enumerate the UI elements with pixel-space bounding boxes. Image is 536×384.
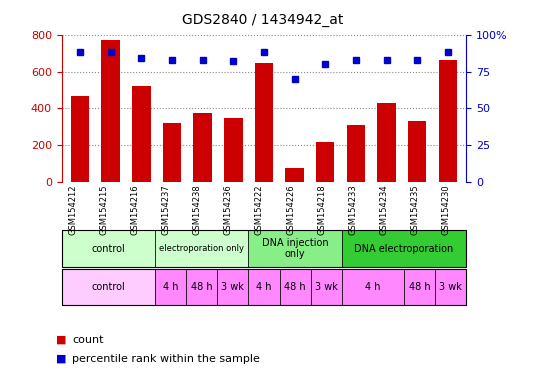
Bar (101, 40, 120, 182)
Text: 48 h: 48 h (409, 282, 430, 292)
Text: time: time (3, 282, 28, 292)
Text: GSM154230: GSM154230 (442, 184, 451, 235)
Text: control: control (92, 282, 125, 292)
Text: DNA injection
only: DNA injection only (262, 238, 329, 260)
Text: 3 wk: 3 wk (440, 282, 462, 292)
Text: GSM154237: GSM154237 (161, 184, 170, 235)
Text: control: control (92, 243, 125, 254)
Text: percentile rank within the sample: percentile rank within the sample (72, 354, 260, 364)
Text: GSM154234: GSM154234 (379, 184, 389, 235)
Text: 4 h: 4 h (163, 282, 178, 292)
Bar (377, 103, 396, 182)
Text: count: count (72, 335, 104, 345)
Text: GSM154236: GSM154236 (224, 184, 233, 235)
Text: DNA electroporation: DNA electroporation (354, 243, 453, 254)
Bar (347, 125, 365, 182)
Text: ■: ■ (56, 354, 67, 364)
Text: 4 h: 4 h (256, 282, 272, 292)
Text: 48 h: 48 h (284, 282, 306, 292)
Text: GSM154218: GSM154218 (317, 184, 326, 235)
Text: 48 h: 48 h (191, 282, 213, 292)
Bar (286, 167, 304, 182)
Text: GDS2840 / 1434942_at: GDS2840 / 1434942_at (182, 13, 344, 27)
Bar (408, 121, 427, 182)
Bar (163, 123, 181, 182)
Text: GSM154226: GSM154226 (286, 184, 295, 235)
Bar (71, 96, 89, 182)
Bar (132, 86, 151, 182)
Text: 4 h: 4 h (365, 282, 381, 292)
Text: protocol: protocol (3, 243, 48, 254)
Text: GSM154216: GSM154216 (130, 184, 139, 235)
Bar (316, 142, 334, 182)
Bar (224, 118, 242, 182)
Text: GSM154233: GSM154233 (348, 184, 358, 235)
Text: 3 wk: 3 wk (315, 282, 338, 292)
Bar (193, 113, 212, 182)
Bar (255, 63, 273, 182)
Text: GSM154212: GSM154212 (68, 184, 77, 235)
Bar (439, 60, 457, 182)
Text: electroporation only: electroporation only (159, 244, 244, 253)
Text: GSM154215: GSM154215 (99, 184, 108, 235)
Text: 3 wk: 3 wk (221, 282, 244, 292)
Text: GSM154235: GSM154235 (411, 184, 420, 235)
Text: GSM154222: GSM154222 (255, 184, 264, 235)
Text: GSM154238: GSM154238 (193, 184, 202, 235)
Text: ■: ■ (56, 335, 67, 345)
